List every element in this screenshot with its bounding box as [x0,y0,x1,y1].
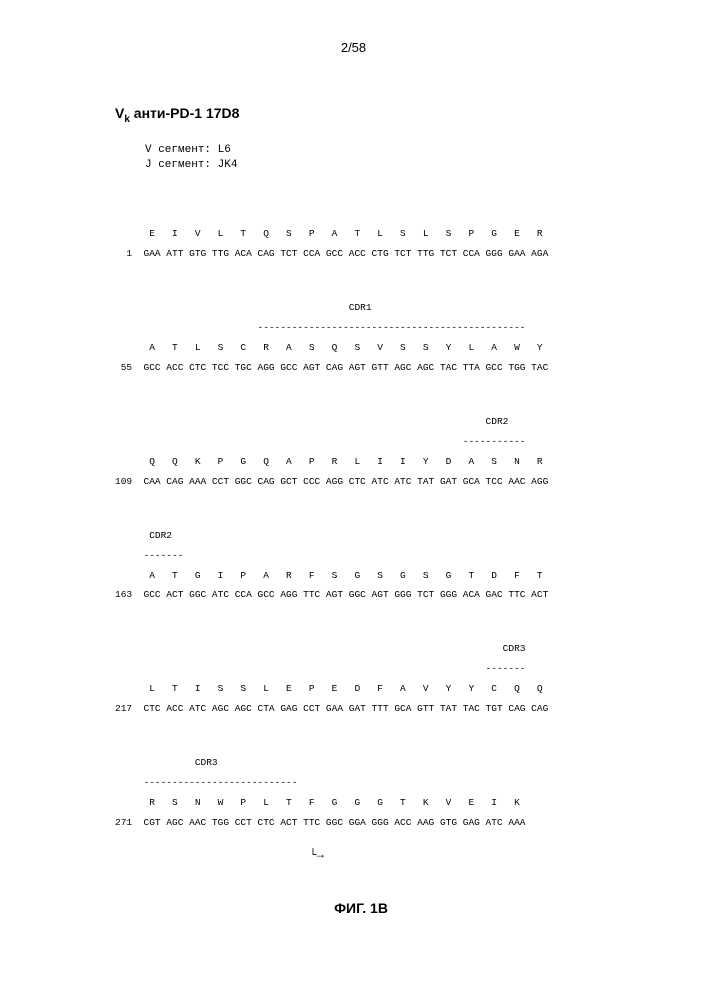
aa-row-4: A T G I P A R F S G S G S G T D F T [115,571,607,581]
cdr-dash-5: ------- [115,664,607,674]
j-segment-label: J сегмент: [145,159,211,171]
seq-block-6: CDR3 --------------------------- R S N W… [115,748,607,848]
nt-row-4: 163 GCC ACT GGC ATC CCA GCC AGG TTC AGT … [115,590,607,600]
nt-row-5: 217 CTC ACC ATC AGC AGC CTA GAG CCT GAA … [115,704,607,714]
aa-row-3: Q Q K P G Q A P R L I I Y D A S N R [115,457,607,467]
cdr-label-4: CDR2 [115,531,607,541]
v-segment-value: L6 [218,144,231,156]
j-segment-row: J сегмент: JK4 [145,158,607,173]
aa-row-2: A T L S C R A S Q S V S S Y L A W Y [115,343,607,353]
segment-info: V сегмент: L6 J сегмент: JK4 [145,143,607,174]
seq-block-5: CDR3 ------- L T I S S L E P E D F A V Y… [115,634,607,734]
cdr-dash-6: --------------------------- [115,778,607,788]
nt-row-3: 109 CAA CAG AAA CCT GGC CAG GCT CCC AGG … [115,477,607,487]
cdr-dash-2: ----------------------------------------… [115,323,607,333]
arrow-marker: └→ [115,848,607,862]
page-number: 2/58 [0,0,707,55]
v-segment-row: V сегмент: L6 [145,143,607,158]
cdr-label-6: CDR3 [115,758,607,768]
aa-row-5: L T I S S L E P E D F A V Y Y C Q Q [115,684,607,694]
figure-label: ФИГ. 1B [115,900,607,916]
title-rest: анти-PD-1 17D8 [130,105,240,121]
j-segment-value: JK4 [218,159,238,171]
aa-row-1: E I V L T Q S P A T L S L S P G E R [115,229,607,239]
cdr-dash-4: ------- [115,551,607,561]
seq-block-2: CDR1 -----------------------------------… [115,293,607,393]
aa-row-6: R S N W P L T F G G G T K V E I K [115,798,607,808]
nt-row-2: 55 GCC ACC CTC TCC TGC AGG GCC AGT CAG A… [115,363,607,373]
page: 2/58 Vk анти-PD-1 17D8 V сегмент: L6 J с… [0,0,707,1000]
cdr-label-5: CDR3 [115,644,607,654]
cdr-dash-3: ----------- [115,437,607,447]
cdr-label-3: CDR2 [115,417,607,427]
v-segment-label: V сегмент: [145,144,211,156]
seq-block-1: E I V L T Q S P A T L S L S P G E R 1 GA… [115,200,607,280]
sequence-title: Vk анти-PD-1 17D8 [115,105,607,125]
seq-block-3: CDR2 ----------- Q Q K P G Q A P R L I I… [115,407,607,507]
nt-row-6: 271 CGT AGC AAC TGG CCT CTC ACT TTC GGC … [115,818,607,828]
content-area: Vk анти-PD-1 17D8 V сегмент: L6 J сегмен… [0,55,707,916]
title-prefix: V [115,105,124,121]
nt-row-1: 1 GAA ATT GTG TTG ACA CAG TCT CCA GCC AC… [115,249,607,259]
cdr-label-2: CDR1 [115,303,607,313]
seq-block-4: CDR2 ------- A T G I P A R F S G S G S G… [115,521,607,621]
